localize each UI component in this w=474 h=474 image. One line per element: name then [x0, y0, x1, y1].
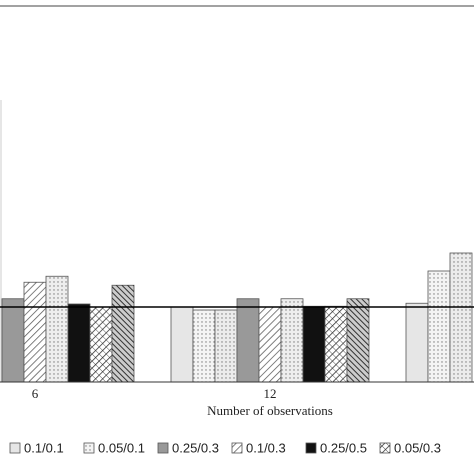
- legend-label: 0.25/0.3: [172, 440, 219, 455]
- bar: [280, 298, 304, 383]
- bar: [45, 275, 69, 383]
- bar: [67, 303, 91, 383]
- bar: [23, 281, 47, 383]
- legend: 0.1/0.1 0.05/0.1 0.25/0.3 0.1/0.3 0.25/0.5 0.…: [9, 440, 441, 455]
- bar: [111, 284, 135, 383]
- x-axis-label: Number of observations: [207, 403, 333, 418]
- bar: [258, 306, 282, 383]
- bar: [427, 270, 451, 383]
- bars: [1, 252, 473, 383]
- legend-swatch: [379, 442, 391, 454]
- bar: [346, 298, 370, 383]
- legend-label: 0.25/0.5: [320, 440, 367, 455]
- bar: [170, 306, 194, 383]
- bar: [449, 252, 473, 383]
- legend-swatch: [9, 442, 21, 454]
- bar: [405, 302, 429, 383]
- legend-swatch: [83, 442, 95, 454]
- bar: [236, 298, 260, 383]
- bar: [192, 309, 216, 383]
- legend-label: 0.1/0.3: [246, 440, 286, 455]
- bar: [324, 305, 348, 383]
- legend-swatch: [305, 442, 317, 454]
- legend-label: 0.05/0.3: [394, 440, 441, 455]
- x-tick-label: 12: [264, 386, 277, 401]
- x-tick-label: 6: [32, 386, 39, 401]
- bar: [1, 298, 25, 383]
- legend-label: 0.1/0.1: [24, 440, 64, 455]
- legend-swatch: [157, 442, 169, 454]
- legend-label: 0.05/0.1: [98, 440, 145, 455]
- bar: [302, 305, 326, 383]
- bar: [89, 306, 113, 383]
- legend-swatch: [231, 442, 243, 454]
- bar: [214, 309, 238, 383]
